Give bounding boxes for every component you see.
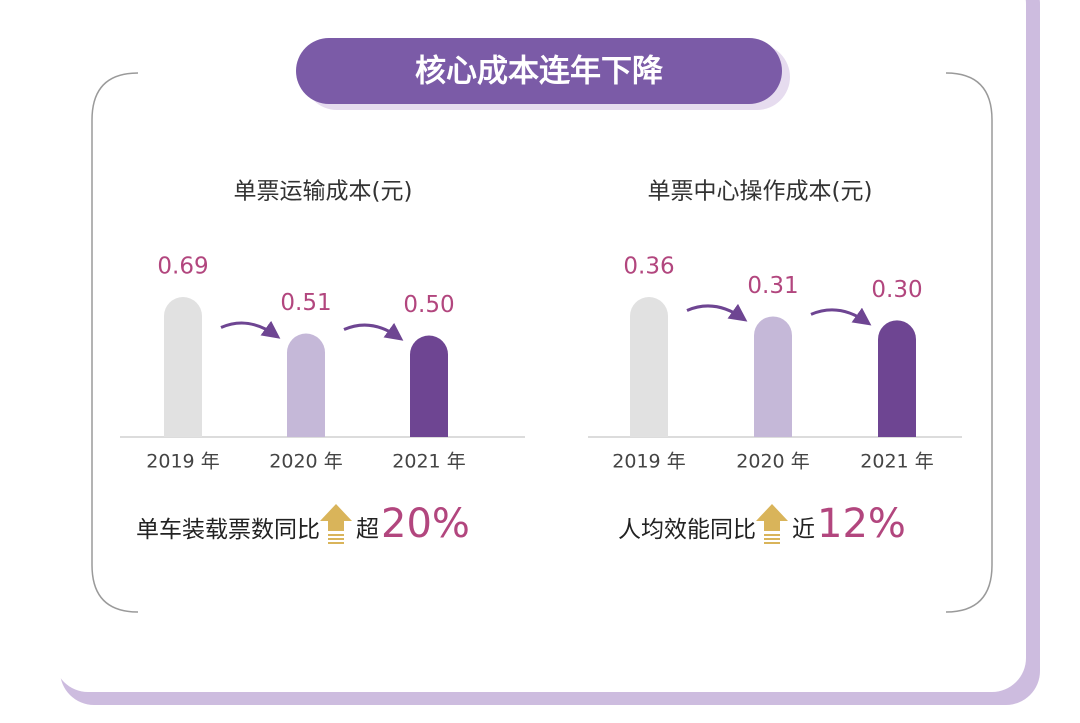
note-text: 人均效能同比	[618, 517, 756, 543]
chart-title: 单票运输成本(元)	[234, 179, 413, 205]
bracket-left	[91, 72, 139, 613]
x-tick-label: 2020 年	[269, 451, 342, 473]
up-arrow-icon	[320, 504, 352, 531]
up-arrow-stripe	[764, 534, 780, 536]
up-arrow-stripe	[328, 542, 344, 544]
x-tick-label: 2021 年	[860, 451, 933, 473]
x-tick-label: 2020 年	[736, 451, 809, 473]
up-arrow-icon	[756, 504, 788, 531]
up-arrow-stripe	[328, 534, 344, 536]
note: 单车装载票数同比	[136, 517, 320, 543]
bracket-right	[945, 72, 993, 613]
value-label: 0.36	[623, 254, 674, 280]
bar	[164, 297, 202, 437]
bar	[878, 320, 916, 437]
trend-arrow	[686, 303, 748, 322]
x-tick-label: 2019 年	[146, 451, 219, 473]
value-label: 0.51	[280, 290, 331, 316]
note-qualifier: 超	[356, 517, 379, 543]
note: 人均效能同比	[618, 517, 756, 543]
trend-arrow	[343, 322, 404, 341]
up-arrow-stripe	[764, 538, 780, 540]
x-tick-label: 2019 年	[612, 451, 685, 473]
banner	[296, 38, 782, 104]
bar	[287, 333, 325, 437]
value-label: 0.69	[157, 254, 208, 280]
note-qualifier: 近	[792, 517, 815, 543]
value-label: 0.50	[403, 292, 454, 318]
note-change: 12%	[817, 501, 906, 547]
up-arrow-stripe	[328, 538, 344, 540]
value-label: 0.31	[747, 273, 798, 299]
banner-title: 核心成本连年下降	[415, 54, 664, 90]
trend-arrow	[810, 307, 872, 326]
bar	[754, 316, 792, 437]
note-text: 单车装载票数同比	[136, 517, 320, 543]
chart-title: 单票中心操作成本(元)	[648, 179, 873, 205]
note-change: 20%	[381, 501, 470, 547]
trend-arrow	[220, 320, 281, 339]
up-arrow-stripe	[764, 542, 780, 544]
bar	[630, 297, 668, 437]
bar	[410, 335, 448, 437]
x-tick-label: 2021 年	[392, 451, 465, 473]
value-label: 0.30	[871, 277, 922, 303]
